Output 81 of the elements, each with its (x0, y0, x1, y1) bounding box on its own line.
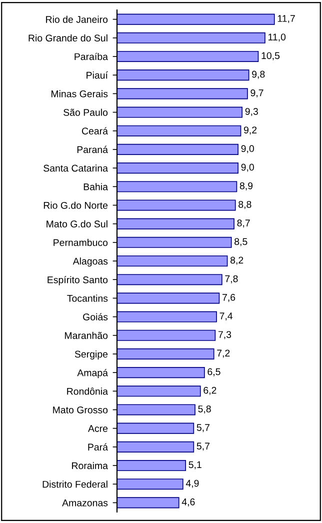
y-tick-label: Rio Grande do Sul (28, 34, 108, 42)
bar (117, 181, 238, 192)
y-tick-label: Pernambuco (54, 238, 108, 246)
bar (117, 255, 228, 267)
y-tick-label: Rondônia (67, 388, 108, 395)
data-label: 7,3 (218, 331, 232, 340)
data-label: 10,5 (262, 52, 280, 60)
bar (117, 50, 259, 62)
bar (117, 497, 180, 508)
data-label: 9,2 (244, 126, 257, 135)
data-label: 5,1 (188, 461, 202, 470)
y-tick-label: Amapá (77, 368, 108, 378)
y-tick-label: Rio G.do Norte (44, 202, 108, 209)
data-label: 11,0 (268, 34, 286, 42)
data-label: 9,8 (252, 70, 265, 79)
data-label: 7,2 (217, 350, 230, 358)
y-tick-label: Tocantins (67, 294, 108, 302)
y-tick-label: Rio de Janeiro (46, 16, 108, 23)
data-label: 9,0 (241, 164, 254, 172)
data-label: 5,8 (198, 405, 211, 414)
y-tick-label: Paraná (77, 146, 108, 154)
data-label: 6,2 (204, 386, 216, 395)
bar (117, 14, 275, 25)
data-label: 5,7 (196, 442, 210, 451)
bar (117, 311, 217, 322)
bar (117, 422, 194, 434)
data-label: 11,7 (278, 15, 295, 24)
bar (117, 330, 216, 341)
y-tick-label: Goiás (83, 313, 108, 320)
y-tick-label: Distrito Federal (42, 480, 108, 488)
data-label: 9,7 (250, 89, 264, 98)
bar (117, 404, 196, 416)
data-label: 5,7 (196, 424, 210, 432)
bar (117, 106, 243, 118)
y-tick-label: Mato G.do Sul (46, 220, 108, 228)
data-label: 9,3 (245, 108, 258, 116)
y-tick-label: Acre (88, 425, 108, 432)
data-label: 8,8 (238, 200, 252, 209)
data-label: 7,6 (222, 294, 236, 302)
data-label: 9,0 (241, 145, 254, 154)
data-label: 4,9 (186, 480, 199, 488)
y-tick-label: Minas Gerais (52, 90, 108, 98)
y-tick-label: Pará (88, 443, 108, 451)
bar (117, 292, 220, 304)
data-label: 8,7 (237, 220, 250, 228)
bar (117, 88, 248, 100)
bar (117, 386, 201, 397)
y-tick-label: Mato Grosso (53, 406, 108, 414)
y-tick-label: Santa Catarina (44, 164, 108, 172)
bar (117, 274, 222, 286)
data-label: 8,2 (230, 256, 244, 265)
bar (117, 367, 205, 378)
y-tick-label: Paraíba (74, 52, 108, 60)
data-label: 8,5 (234, 238, 248, 246)
y-tick-label: Espírito Santo (48, 276, 108, 286)
y-tick-label: Amazonas (62, 500, 108, 506)
bar (117, 162, 238, 174)
y-tick-label: Alagoas (72, 257, 108, 267)
y-tick-label: Sergipe (74, 350, 108, 360)
y-tick-label: Bahia (84, 183, 108, 190)
bar (117, 348, 214, 360)
bar (117, 125, 242, 136)
data-label: 7,8 (225, 275, 238, 284)
data-label: 4,6 (182, 498, 195, 506)
y-tick-label: Maranhão (64, 332, 108, 339)
bar (117, 32, 266, 44)
y-tick-label: Ceará (82, 127, 108, 134)
bar (117, 460, 186, 472)
bar (117, 236, 232, 248)
bar (117, 200, 236, 211)
y-tick-label: São Paulo (64, 108, 108, 116)
data-label: 7,4 (220, 312, 233, 321)
data-label: 6,5 (208, 368, 220, 376)
bar (117, 144, 238, 155)
y-tick-label: Piauí (86, 71, 108, 79)
bar (117, 218, 234, 230)
bar (117, 478, 184, 490)
bar (117, 441, 194, 452)
y-tick-label: Roraima (72, 462, 108, 470)
bar (117, 70, 250, 81)
data-label: 8,9 (240, 182, 253, 190)
